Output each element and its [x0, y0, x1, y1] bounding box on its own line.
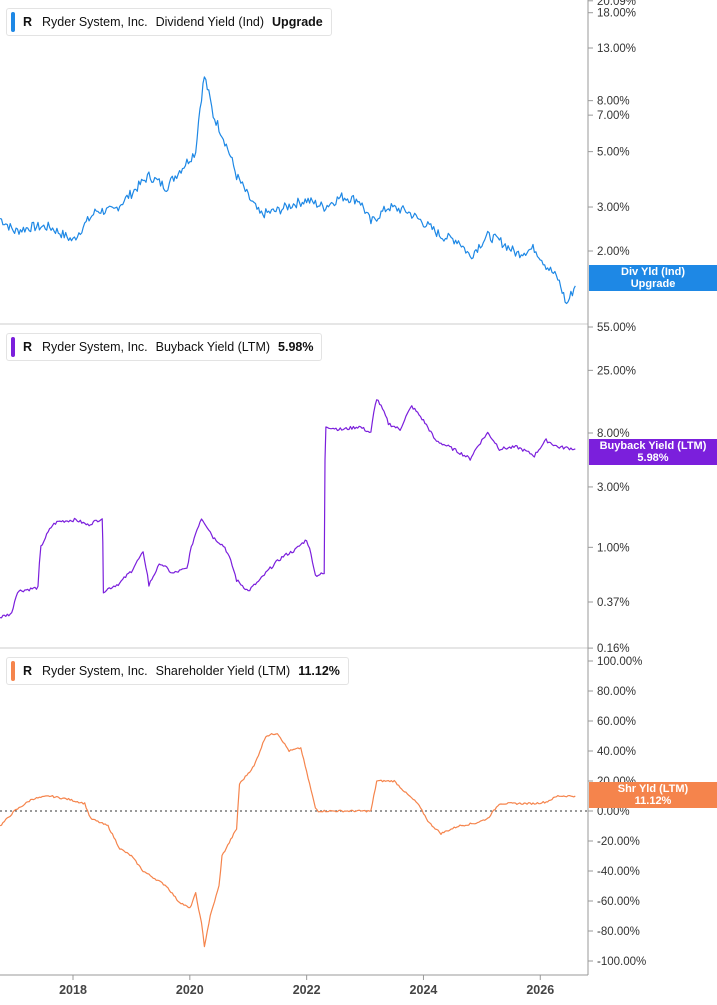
y-tick-label: 25.00%: [597, 365, 636, 377]
tag-label: Buyback Yield (LTM): [599, 440, 707, 452]
tag-value: 5.98%: [637, 452, 669, 464]
y-tick-label: 8.00%: [597, 428, 630, 440]
x-tick-label: 2022: [293, 983, 321, 997]
y-tick-label: 0.37%: [597, 597, 630, 609]
buyback-yield-tag: Buyback Yield (LTM) 5.98%: [589, 439, 717, 465]
series-color-swatch: [11, 337, 15, 357]
legend-metric: Shareholder Yield (LTM): [155, 664, 291, 678]
series-line-buyback-yield: [0, 399, 576, 619]
x-tick-label: 2018: [59, 983, 87, 997]
y-tick-label: 18.00%: [597, 8, 636, 20]
y-tick-label: 3.00%: [597, 202, 630, 214]
y-tick-label: -20.00%: [597, 836, 640, 848]
legend-metric: Buyback Yield (LTM): [155, 340, 271, 354]
legend-value[interactable]: Upgrade: [272, 15, 323, 29]
buyback-yield-legend[interactable]: R Ryder System, Inc. Buyback Yield (LTM)…: [6, 333, 323, 361]
y-tick-label: -100.00%: [597, 956, 646, 968]
y-tick-label: 40.00%: [597, 746, 636, 758]
y-tick-label: 13.00%: [597, 43, 636, 55]
y-tick-label: -60.00%: [597, 896, 640, 908]
legend-metric: Dividend Yield (Ind): [155, 15, 265, 29]
legend-ticker: R: [23, 15, 33, 29]
tag-value: Upgrade: [630, 278, 676, 290]
y-tick-label: 2.00%: [597, 246, 630, 258]
series-line-dividend-yield: [0, 76, 576, 305]
y-tick-label: 3.00%: [597, 482, 630, 494]
legend-value: 11.12%: [298, 664, 340, 678]
y-tick-label: 100.00%: [597, 656, 642, 668]
y-tick-label: 8.00%: [597, 96, 630, 108]
series-color-swatch: [11, 12, 15, 32]
tag-label: Div Yld (Ind): [621, 266, 685, 278]
legend-company: Ryder System, Inc.: [42, 15, 148, 29]
x-tick-label: 2020: [176, 983, 204, 997]
dividend-yield-tag[interactable]: Div Yld (Ind) Upgrade: [589, 265, 717, 291]
series-line-shareholder-yield: [0, 733, 576, 948]
y-tick-label: 20.09%: [597, 0, 636, 8]
legend-value: 5.98%: [278, 340, 314, 354]
y-tick-label: 55.00%: [597, 322, 636, 334]
shareholder-yield-tag: Shr Yld (LTM) 11.12%: [589, 782, 717, 808]
series-color-swatch: [11, 661, 15, 681]
y-tick-label: 5.00%: [597, 147, 630, 159]
tag-value: 11.12%: [634, 795, 672, 807]
y-tick-label: 0.16%: [597, 643, 630, 655]
x-tick-label: 2024: [410, 983, 438, 997]
shareholder-yield-legend[interactable]: R Ryder System, Inc. Shareholder Yield (…: [6, 657, 349, 685]
y-tick-label: -40.00%: [597, 866, 640, 878]
legend-company: Ryder System, Inc.: [42, 340, 148, 354]
y-tick-label: 60.00%: [597, 716, 636, 728]
legend-company: Ryder System, Inc.: [42, 664, 148, 678]
y-tick-label: -80.00%: [597, 926, 640, 938]
x-tick-label: 2026: [526, 983, 554, 997]
y-tick-label: 1.00%: [597, 542, 630, 554]
y-tick-label: 7.00%: [597, 110, 630, 122]
y-tick-label: 0.00%: [597, 806, 630, 818]
tag-label: Shr Yld (LTM): [617, 783, 689, 795]
y-tick-label: 80.00%: [597, 686, 636, 698]
legend-ticker: R: [23, 340, 33, 354]
legend-ticker: R: [23, 664, 33, 678]
dividend-yield-legend[interactable]: R Ryder System, Inc. Dividend Yield (Ind…: [6, 8, 332, 36]
